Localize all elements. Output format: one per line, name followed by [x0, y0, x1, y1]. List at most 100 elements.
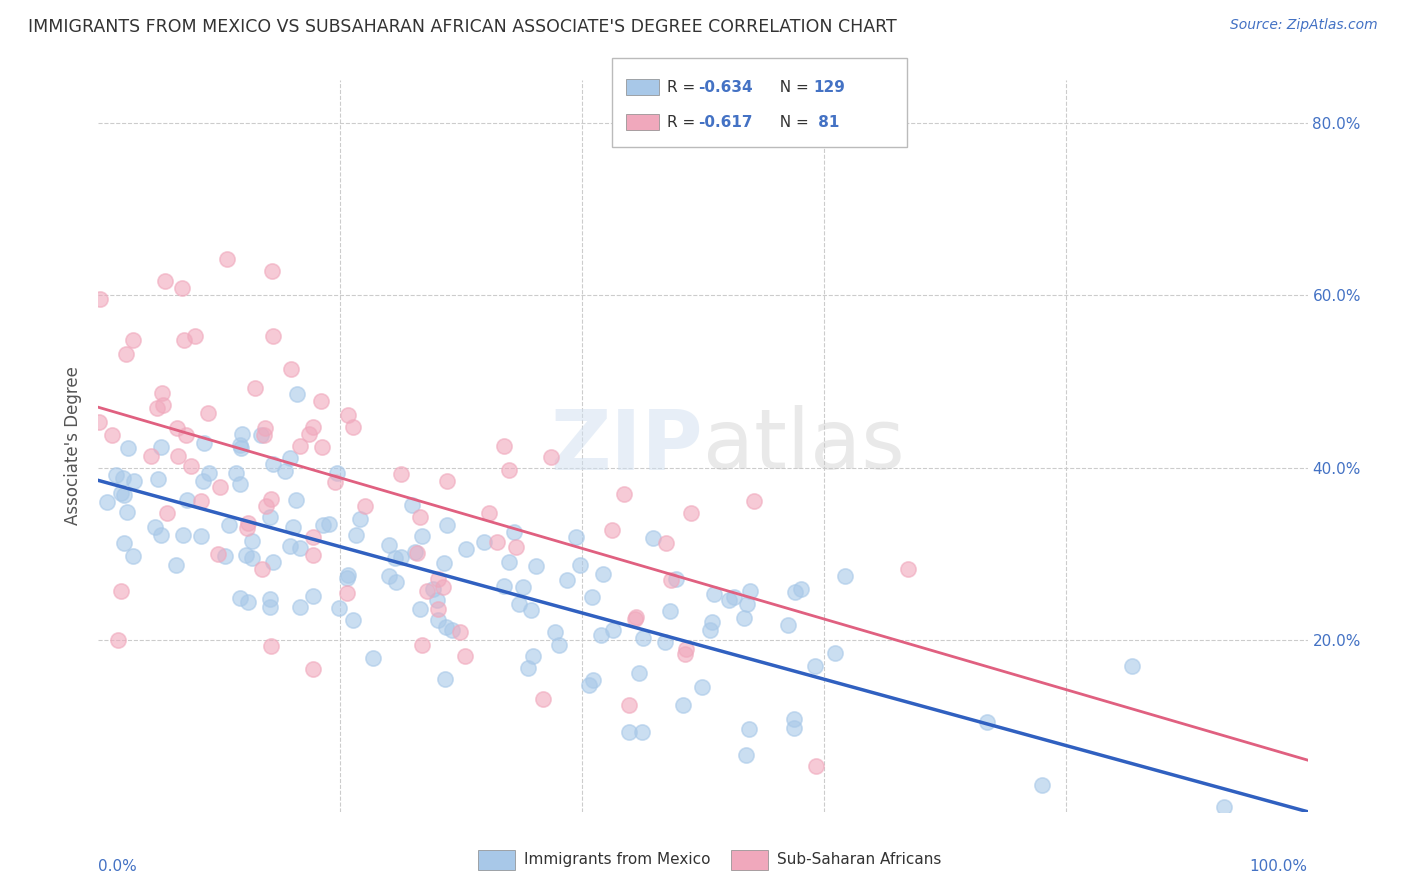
Point [494, 439, 516, 453]
Point [790, 582, 813, 597]
Point [544, 625, 567, 640]
Point [578, 678, 600, 692]
Point [426, 592, 449, 607]
Text: -0.617: -0.617 [697, 115, 752, 129]
Point [184, 329, 207, 343]
Point [624, 612, 647, 626]
Point [613, 487, 636, 501]
Text: atlas: atlas [703, 406, 904, 486]
Point [524, 559, 547, 574]
Point [214, 549, 236, 563]
Point [389, 467, 412, 481]
Point [485, 535, 508, 549]
Point [602, 623, 624, 637]
Point [193, 436, 215, 450]
Point [436, 475, 458, 489]
Point [502, 525, 524, 540]
Text: IMMIGRANTS FROM MEXICO VS SUBSAHARAN AFRICAN ASSOCIATE'S DEGREE CORRELATION CHAR: IMMIGRANTS FROM MEXICO VS SUBSAHARAN AFR… [28, 18, 897, 36]
Point [170, 281, 193, 295]
Point [107, 633, 129, 648]
Point [508, 597, 530, 611]
Point [146, 401, 169, 416]
Point [312, 517, 335, 532]
Point [783, 712, 806, 726]
Point [229, 591, 252, 605]
Point [96, 494, 118, 508]
Text: 100.0%: 100.0% [1250, 859, 1308, 874]
Point [336, 571, 359, 585]
Point [432, 580, 454, 594]
Text: Sub-Saharan Africans: Sub-Saharan Africans [776, 853, 941, 867]
Point [342, 613, 364, 627]
Point [404, 544, 426, 558]
Point [422, 582, 444, 596]
Point [449, 624, 471, 639]
Point [122, 549, 145, 563]
Point [416, 584, 439, 599]
Point [197, 406, 219, 420]
Point [301, 420, 323, 434]
Point [236, 516, 259, 530]
Point [121, 333, 143, 347]
Point [190, 529, 212, 543]
Point [173, 334, 195, 348]
Point [436, 517, 458, 532]
Point [254, 500, 277, 514]
Point [298, 427, 321, 442]
Point [681, 506, 703, 520]
Point [150, 527, 173, 541]
Point [548, 638, 571, 652]
Point [569, 558, 592, 572]
Text: N =: N = [769, 80, 813, 95]
Point [1031, 778, 1053, 792]
Point [672, 698, 695, 712]
Point [288, 541, 311, 556]
Point [389, 549, 412, 564]
Point [253, 421, 276, 435]
Point [804, 758, 827, 772]
Point [582, 673, 605, 687]
Point [249, 427, 271, 442]
Point [703, 587, 725, 601]
Point [627, 665, 650, 680]
Point [834, 569, 856, 583]
Point [783, 585, 806, 599]
Point [411, 529, 433, 543]
Point [699, 623, 721, 637]
Point [540, 450, 562, 464]
Text: 129: 129 [813, 80, 845, 95]
Point [110, 486, 132, 500]
Point [349, 512, 371, 526]
Point [591, 627, 613, 641]
Point [153, 274, 176, 288]
Point [165, 558, 187, 572]
Point [336, 568, 359, 582]
Point [409, 509, 432, 524]
Text: Immigrants from Mexico: Immigrants from Mexico [523, 853, 710, 867]
Point [564, 530, 586, 544]
Point [492, 579, 515, 593]
Point [235, 548, 257, 562]
Point [353, 500, 375, 514]
Point [342, 420, 364, 434]
Point [658, 604, 681, 618]
Point [274, 464, 297, 478]
Point [516, 661, 538, 675]
Point [675, 641, 697, 656]
Point [498, 555, 520, 569]
Point [326, 467, 349, 481]
Point [454, 648, 477, 663]
Point [433, 556, 456, 570]
Point [176, 428, 198, 442]
Point [804, 659, 827, 673]
Point [259, 510, 281, 524]
Point [236, 521, 259, 535]
Point [776, 618, 799, 632]
Point [285, 386, 308, 401]
Point [631, 631, 654, 645]
Point [664, 573, 686, 587]
Point [190, 493, 212, 508]
Point [207, 547, 229, 561]
Point [115, 505, 138, 519]
Text: ZIP: ZIP [551, 406, 703, 486]
